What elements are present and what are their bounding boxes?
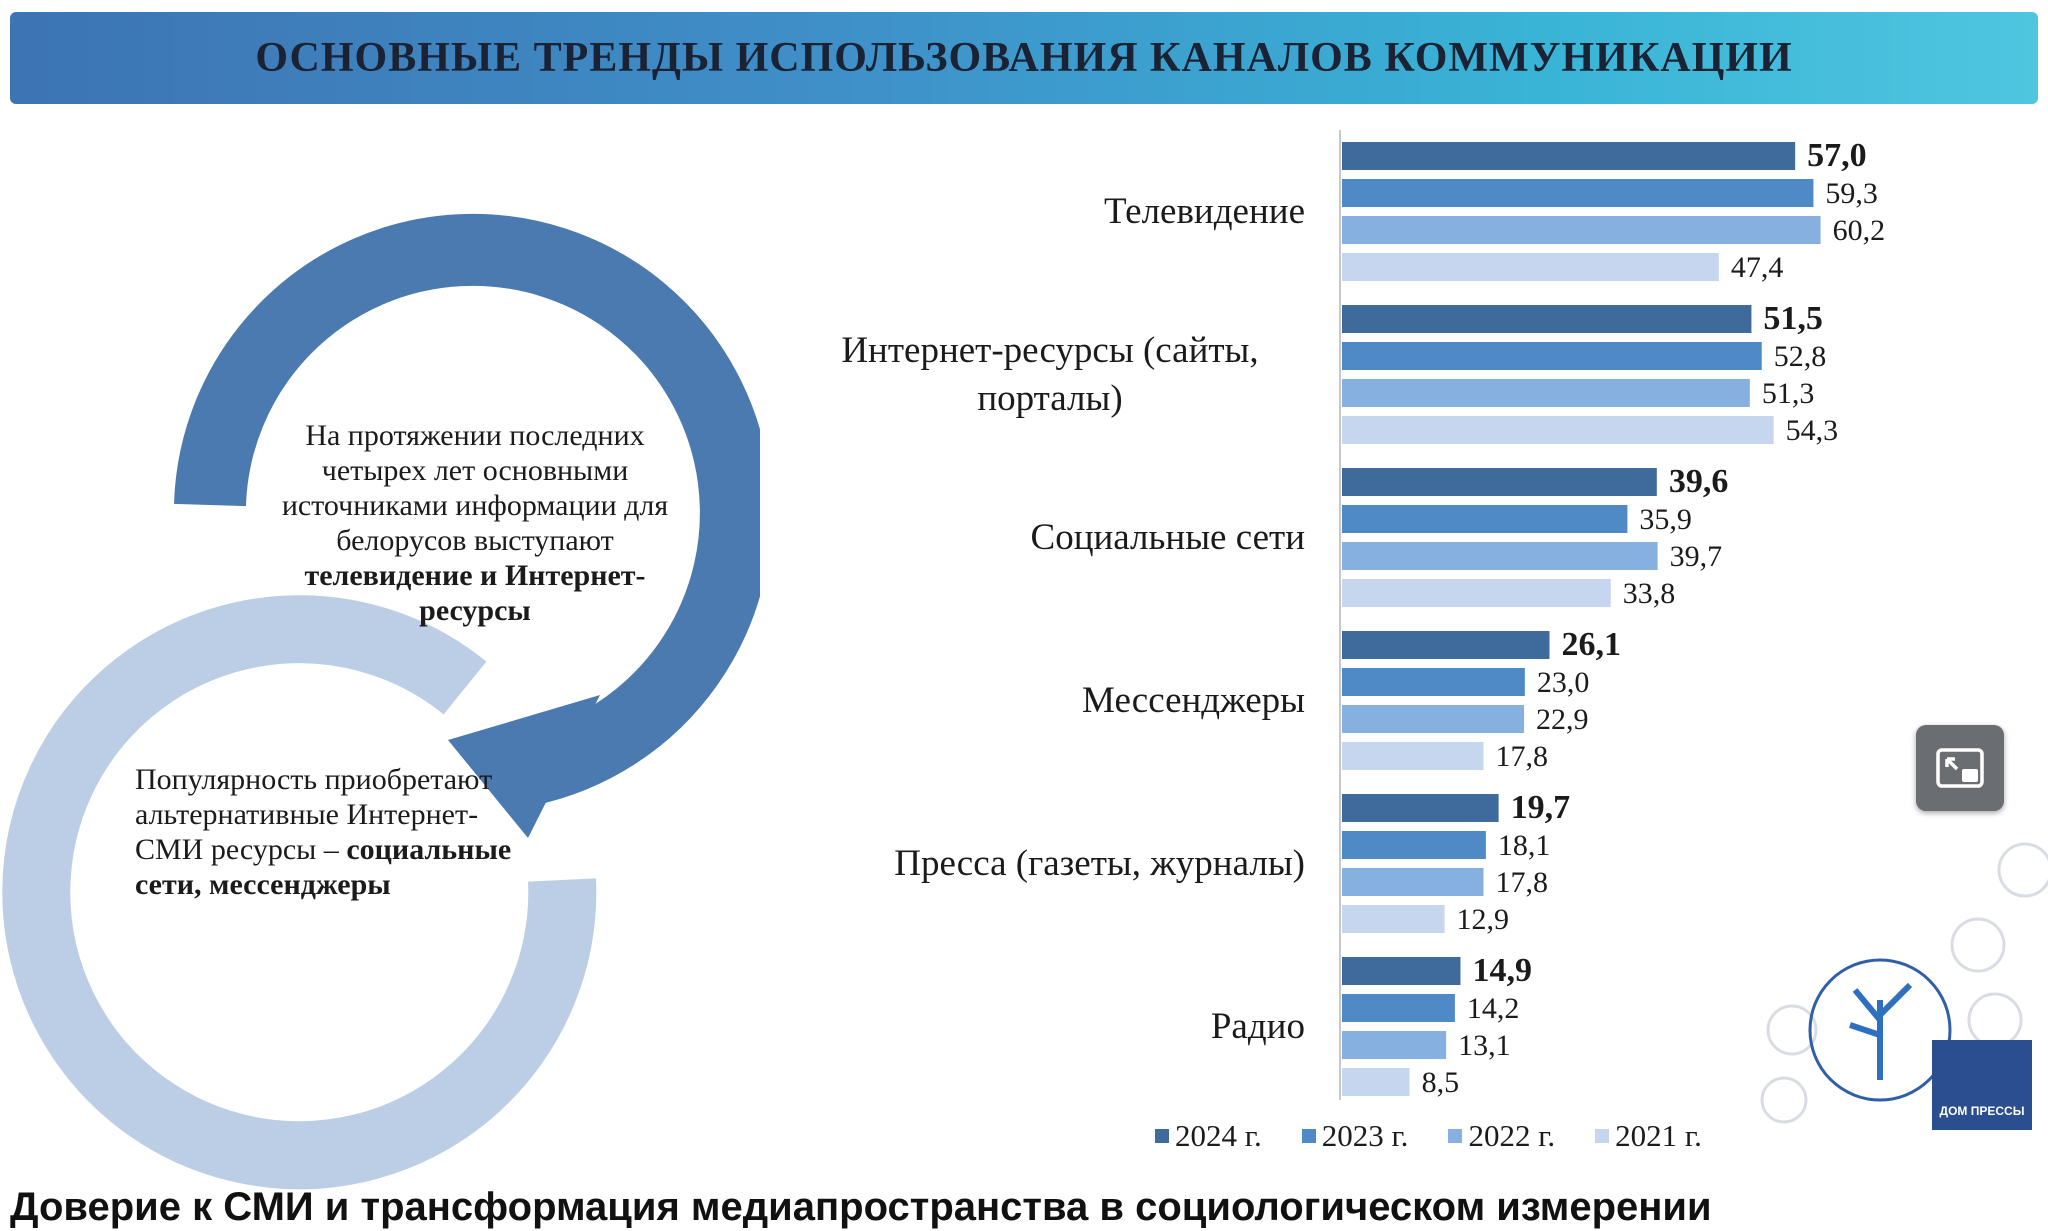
legend-label: 2023 г. <box>1321 1118 1409 1153</box>
bar-2024г-1 <box>1342 305 1752 333</box>
academy-logo <box>1808 958 1952 1102</box>
bar-value-label: 51,3 <box>1762 377 1815 410</box>
bar-2021г-2 <box>1342 579 1611 607</box>
legend-swatch <box>1448 1129 1463 1143</box>
legend-item: 2021 г. <box>1595 1118 1702 1154</box>
bar-2023г-2 <box>1342 505 1628 533</box>
picture-in-picture-button[interactable] <box>1916 725 2004 811</box>
bar-2024г-3 <box>1342 631 1550 659</box>
bar-2022г-5 <box>1342 1031 1447 1059</box>
video-caption[interactable]: Доверие к СМИ и трансформация медиапрост… <box>10 1185 1712 1229</box>
slide-title: ОСНОВНЫЕ ТРЕНДЫ ИСПОЛЬЗОВАНИЯ КАНАЛОВ КО… <box>255 35 1793 81</box>
bar-value-label: 17,8 <box>1496 866 1549 899</box>
bar-value-label: 47,4 <box>1731 251 1784 284</box>
institute-logo-decoration: ДОМ ПРЕССЫ <box>1760 842 2048 1130</box>
bar-value-label: 12,9 <box>1457 903 1510 936</box>
legend-item: 2023 г. <box>1301 1118 1409 1154</box>
bar-2023г-1 <box>1342 342 1762 370</box>
bar-value-label: 51,5 <box>1763 300 1823 337</box>
bar-value-label: 33,8 <box>1623 577 1676 610</box>
legend-label: 2022 г. <box>1468 1118 1556 1153</box>
category-label: Интернет-ресурсы (сайты, порталы) <box>841 329 1259 419</box>
legend-item: 2024 г. <box>1155 1118 1262 1154</box>
bar-value-label: 52,8 <box>1774 340 1827 373</box>
legend-swatch <box>1155 1129 1169 1143</box>
slide: ОСНОВНЫЕ ТРЕНДЫ ИСПОЛЬЗОВАНИЯ КАНАЛОВ КО… <box>2 12 2048 1190</box>
bar-2023г-0 <box>1342 179 1814 207</box>
legend-label: 2024 г. <box>1175 1118 1262 1153</box>
bar-chart: 57,059,3 60,2 47,4 51,552,8 51,3 54,3 39,635,9… <box>1339 130 1886 1100</box>
bar-2021г-5 <box>1342 1068 1410 1096</box>
legend-swatch <box>1595 1129 1610 1143</box>
ring-bottom-bold: социальные сети, мессенджеры <box>135 833 512 901</box>
top-ring-arrow <box>174 213 760 806</box>
bar-value-label: 39,6 <box>1669 463 1729 500</box>
bar-2024г-4 <box>1342 794 1499 822</box>
tree-icon <box>1849 982 1913 1080</box>
chart-legend: 2024 г. 2023 г. 2022 г. 2021 г. <box>1155 1118 1702 1154</box>
ring-top-text: На протяжении последних четырех лет осно… <box>270 418 680 628</box>
bar-value-label: 8,5 <box>1422 1066 1460 1099</box>
ring-top-bold: телевидение и Интернет-ресурсы <box>304 559 646 627</box>
category-label: Социальные сети <box>1030 516 1305 558</box>
music-icon <box>1967 992 2023 1048</box>
bar-value-label: 19,7 <box>1511 789 1571 826</box>
bar-value-label: 22,9 <box>1536 703 1589 736</box>
bar-value-label: 14,2 <box>1467 992 1520 1025</box>
bar-2022г-0 <box>1342 216 1821 244</box>
legend-label: 2021 г. <box>1615 1118 1702 1153</box>
category-label: Телевидение <box>1103 190 1305 232</box>
bar-value-label: 14,9 <box>1472 952 1532 989</box>
legend-item: 2022 г. <box>1448 1118 1555 1154</box>
bar-2022г-1 <box>1342 379 1750 407</box>
top-ring-arrowhead <box>448 695 600 838</box>
bar-2024г-5 <box>1342 957 1461 985</box>
document-icon <box>1760 1076 1808 1124</box>
ring-bottom-plain: Популярность приобретают альтернативные … <box>135 763 493 866</box>
bar-value-label: 23,0 <box>1537 666 1590 699</box>
bar-value-label: 26,1 <box>1561 626 1621 663</box>
ring-bottom-text: Популярность приобретают альтернативные … <box>135 762 515 902</box>
bar-2021г-3 <box>1342 742 1484 770</box>
bar-2022г-3 <box>1342 705 1525 733</box>
bar-2024г-2 <box>1342 468 1657 496</box>
cycle-diagram <box>2 213 760 1190</box>
bar-2024г-0 <box>1342 142 1796 170</box>
bar-value-label: 13,1 <box>1458 1029 1511 1062</box>
bar-2021г-0 <box>1342 253 1719 281</box>
title-banner: ОСНОВНЫЕ ТРЕНДЫ ИСПОЛЬЗОВАНИЯ КАНАЛОВ КО… <box>10 12 2038 104</box>
bar-2022г-4 <box>1342 868 1484 896</box>
globe-icon <box>1766 1004 1818 1056</box>
bar-2023г-3 <box>1342 668 1525 696</box>
category-label: Пресса (газеты, журналы) <box>894 842 1305 884</box>
bottom-ring-arrow <box>2 595 597 1190</box>
press-badge-text: ДОМ ПРЕССЫ <box>1940 1104 2025 1118</box>
bar-2021г-4 <box>1342 905 1445 933</box>
bar-value-label: 35,9 <box>1639 503 1692 536</box>
bar-2021г-1 <box>1342 416 1774 444</box>
bar-value-label: 57,0 <box>1807 137 1867 174</box>
category-label: Радио <box>1210 1005 1305 1047</box>
bar-value-label: 60,2 <box>1833 214 1886 247</box>
legend-swatch <box>1301 1129 1316 1143</box>
category-label: Мессенджеры <box>1082 679 1305 721</box>
bar-value-label: 54,3 <box>1786 414 1839 447</box>
bar-value-label: 59,3 <box>1825 177 1878 210</box>
bar-2023г-5 <box>1342 994 1455 1022</box>
bar-value-label: 18,1 <box>1498 829 1551 862</box>
bar-value-label: 17,8 <box>1496 740 1549 773</box>
picture-in-picture-icon <box>1936 748 1984 788</box>
wifi-icon <box>1950 917 2006 973</box>
bar-value-label: 39,7 <box>1670 540 1723 573</box>
bar-2022г-2 <box>1342 542 1658 570</box>
press-badge <box>1932 1040 2032 1130</box>
bar-2023г-4 <box>1342 831 1486 859</box>
pie-icon <box>1997 842 2048 898</box>
ring-top-plain: На протяжении последних четырех лет осно… <box>281 419 669 557</box>
